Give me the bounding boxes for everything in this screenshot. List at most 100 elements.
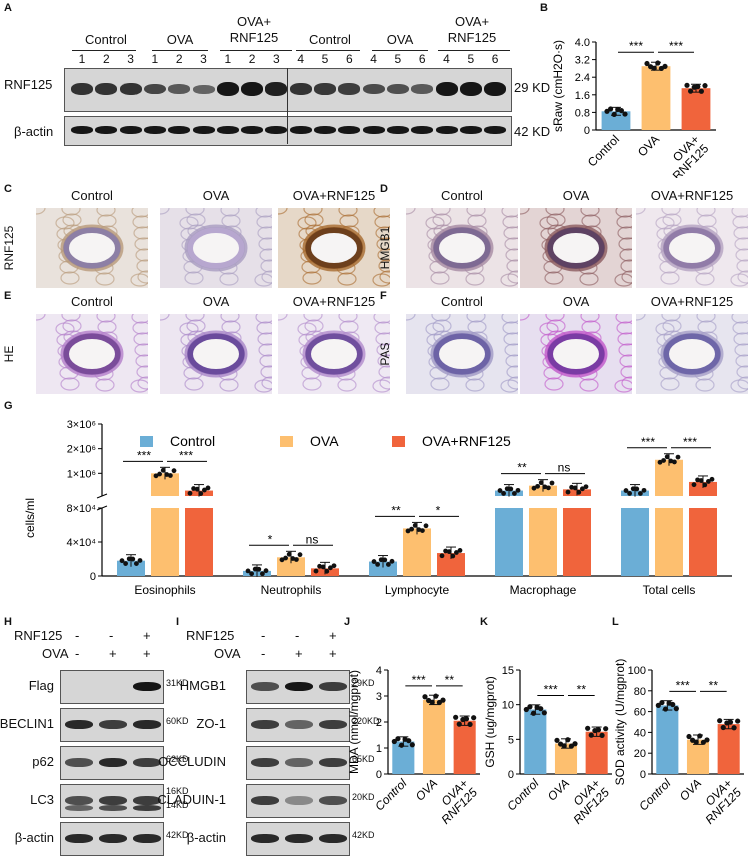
data-point <box>527 704 533 710</box>
data-point <box>313 568 319 574</box>
alveolus <box>465 272 485 286</box>
alveolus <box>179 322 199 336</box>
alveolus <box>97 320 117 334</box>
micrograph-image <box>160 314 272 394</box>
data-point <box>328 565 333 571</box>
data-point <box>698 478 704 483</box>
rnf125-band <box>143 83 166 95</box>
y-tick-label: 8×10⁴ <box>66 503 96 515</box>
alveolus <box>254 273 272 287</box>
y-tick-label: 1×10⁶ <box>67 468 96 480</box>
alveolus <box>302 271 322 285</box>
data-point <box>697 733 703 739</box>
alveolus <box>616 321 632 335</box>
actin-band <box>95 126 118 134</box>
sign-label: + <box>143 646 151 661</box>
alveolus <box>619 354 632 368</box>
group-label: Control <box>85 32 127 47</box>
y-tick-label: 4×10⁴ <box>66 537 96 549</box>
data-point <box>130 556 136 562</box>
rnf125-band <box>192 84 215 94</box>
group-underline <box>152 50 208 51</box>
significance-label: *** <box>676 678 690 692</box>
y-axis-label: sRaw (cmH2O·s) <box>551 40 565 132</box>
category-label: Neutrophils <box>261 583 322 597</box>
stain-column-title: Control <box>71 294 113 309</box>
data-point <box>501 491 506 496</box>
chart-b-sraw: 0 0.8 1.6 2.4 3.2 4.0 sRaw (cmH2O·s) Control OVA… <box>551 37 716 178</box>
significance-label: ** <box>445 673 455 687</box>
protein-band <box>251 796 279 805</box>
data-point <box>702 83 708 89</box>
data-point <box>603 726 609 732</box>
protein-band <box>285 796 313 805</box>
actin-band <box>289 126 312 134</box>
y-axis-label: GSH (ug/mgprot) <box>483 676 497 767</box>
protein-band <box>251 682 279 691</box>
alveolus <box>425 322 445 336</box>
bar <box>655 459 683 496</box>
legend-label: OVA <box>310 433 339 449</box>
alveolus <box>374 321 390 335</box>
alveolus <box>539 216 559 230</box>
data-point <box>256 566 262 572</box>
micrograph-image <box>36 314 148 394</box>
alveolus <box>337 378 357 392</box>
data-point <box>157 471 163 477</box>
protein-band <box>133 720 161 729</box>
data-point <box>531 485 537 491</box>
alveolus <box>372 379 390 393</box>
data-point <box>538 480 544 486</box>
data-point <box>429 699 435 705</box>
alveolus <box>134 343 148 357</box>
data-point <box>391 738 397 745</box>
kd-label: 16KD <box>166 786 189 796</box>
protein-band <box>99 805 127 811</box>
blot-row-label: LC3 <box>30 792 54 807</box>
sign-label: + <box>143 628 151 643</box>
alveolus <box>185 314 205 322</box>
actin-band <box>168 126 191 134</box>
alveolus <box>697 214 717 228</box>
data-point <box>164 472 170 477</box>
alveolus <box>55 322 75 336</box>
bar <box>554 743 578 774</box>
alveolus <box>258 343 272 357</box>
alveolus <box>580 314 600 323</box>
alveolus <box>96 208 116 217</box>
data-point <box>523 706 529 713</box>
micrograph-drawing <box>406 208 518 287</box>
bar <box>655 508 683 576</box>
alveolus <box>133 332 148 346</box>
sign-label: - <box>75 628 80 643</box>
data-point <box>618 107 624 114</box>
alveolus <box>338 314 358 323</box>
data-point <box>515 487 521 493</box>
data-point <box>294 557 299 562</box>
y-tick-label: 20 <box>634 748 646 760</box>
micrograph-drawing <box>278 314 390 393</box>
category-label: Control <box>585 132 622 169</box>
significance-label: *** <box>629 39 643 53</box>
alveolus <box>467 214 487 228</box>
lane-number: 3 <box>127 52 134 66</box>
alveolus <box>736 365 748 379</box>
alveolus <box>731 314 748 324</box>
data-point <box>535 483 540 489</box>
alveolus <box>504 343 518 357</box>
airway-wall <box>60 224 124 272</box>
stain-column-title: OVA+RNF125 <box>650 188 734 203</box>
data-point <box>634 486 640 492</box>
actin-band <box>192 126 215 134</box>
significance-label: ** <box>391 503 401 517</box>
y-tick-label: 3.2 <box>575 55 590 67</box>
alveolus <box>503 332 518 346</box>
y-tick-label: 2×10⁶ <box>67 444 96 456</box>
kd-label: 14KD <box>166 800 189 810</box>
protein-band <box>65 758 93 767</box>
alveolus <box>338 208 358 217</box>
data-point <box>119 558 125 564</box>
actin-band <box>241 126 264 134</box>
alveolus <box>219 272 239 286</box>
